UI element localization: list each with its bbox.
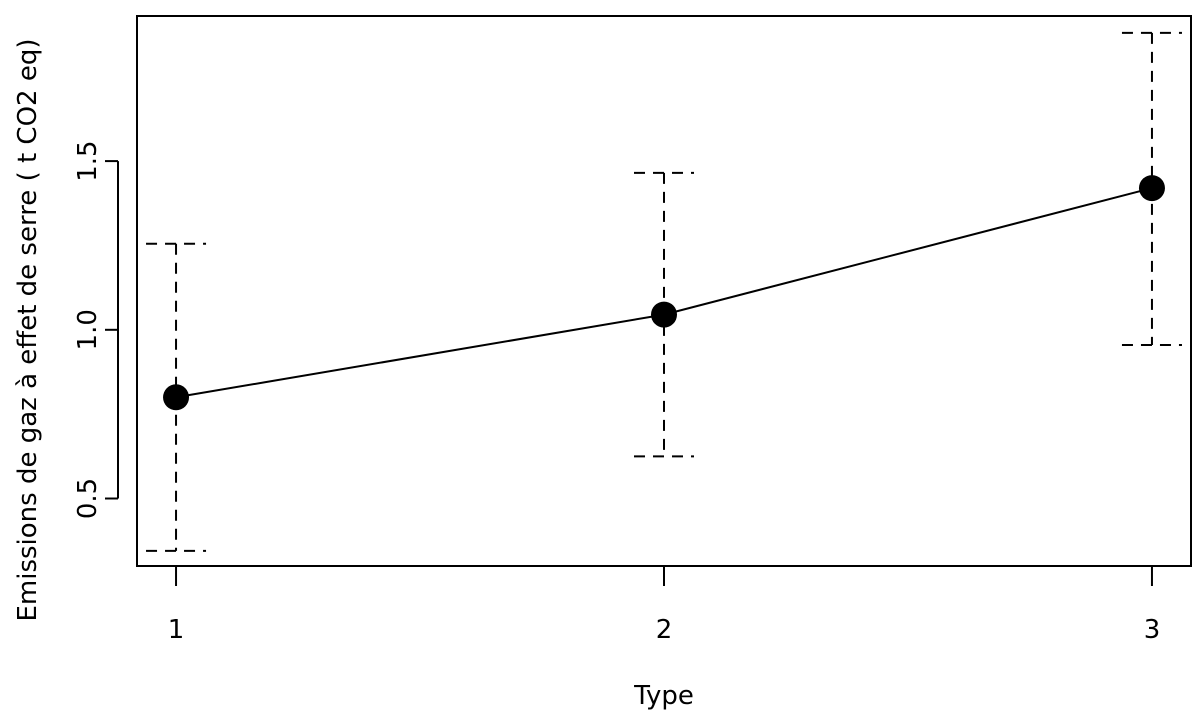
y-axis-title: Emissions de gaz à effet de serre ( t CO… — [13, 38, 43, 621]
data-point — [163, 384, 190, 411]
x-tick-label: 2 — [656, 615, 673, 645]
x-axis-title: Type — [633, 681, 694, 711]
y-axis: 0.5 1.0 1.5 — [73, 140, 119, 519]
error-bars — [146, 31, 1182, 552]
y-tick-label: 1.5 — [73, 140, 103, 181]
x-tick-label: 1 — [168, 615, 185, 645]
x-axis: 1 2 3 — [168, 565, 1161, 645]
data-point — [1138, 175, 1165, 202]
series — [163, 175, 1165, 411]
x-tick-label: 3 — [1144, 615, 1161, 645]
data-point — [651, 301, 677, 328]
y-tick-label: 0.5 — [73, 478, 103, 519]
y-tick-label: 1.0 — [73, 309, 103, 350]
